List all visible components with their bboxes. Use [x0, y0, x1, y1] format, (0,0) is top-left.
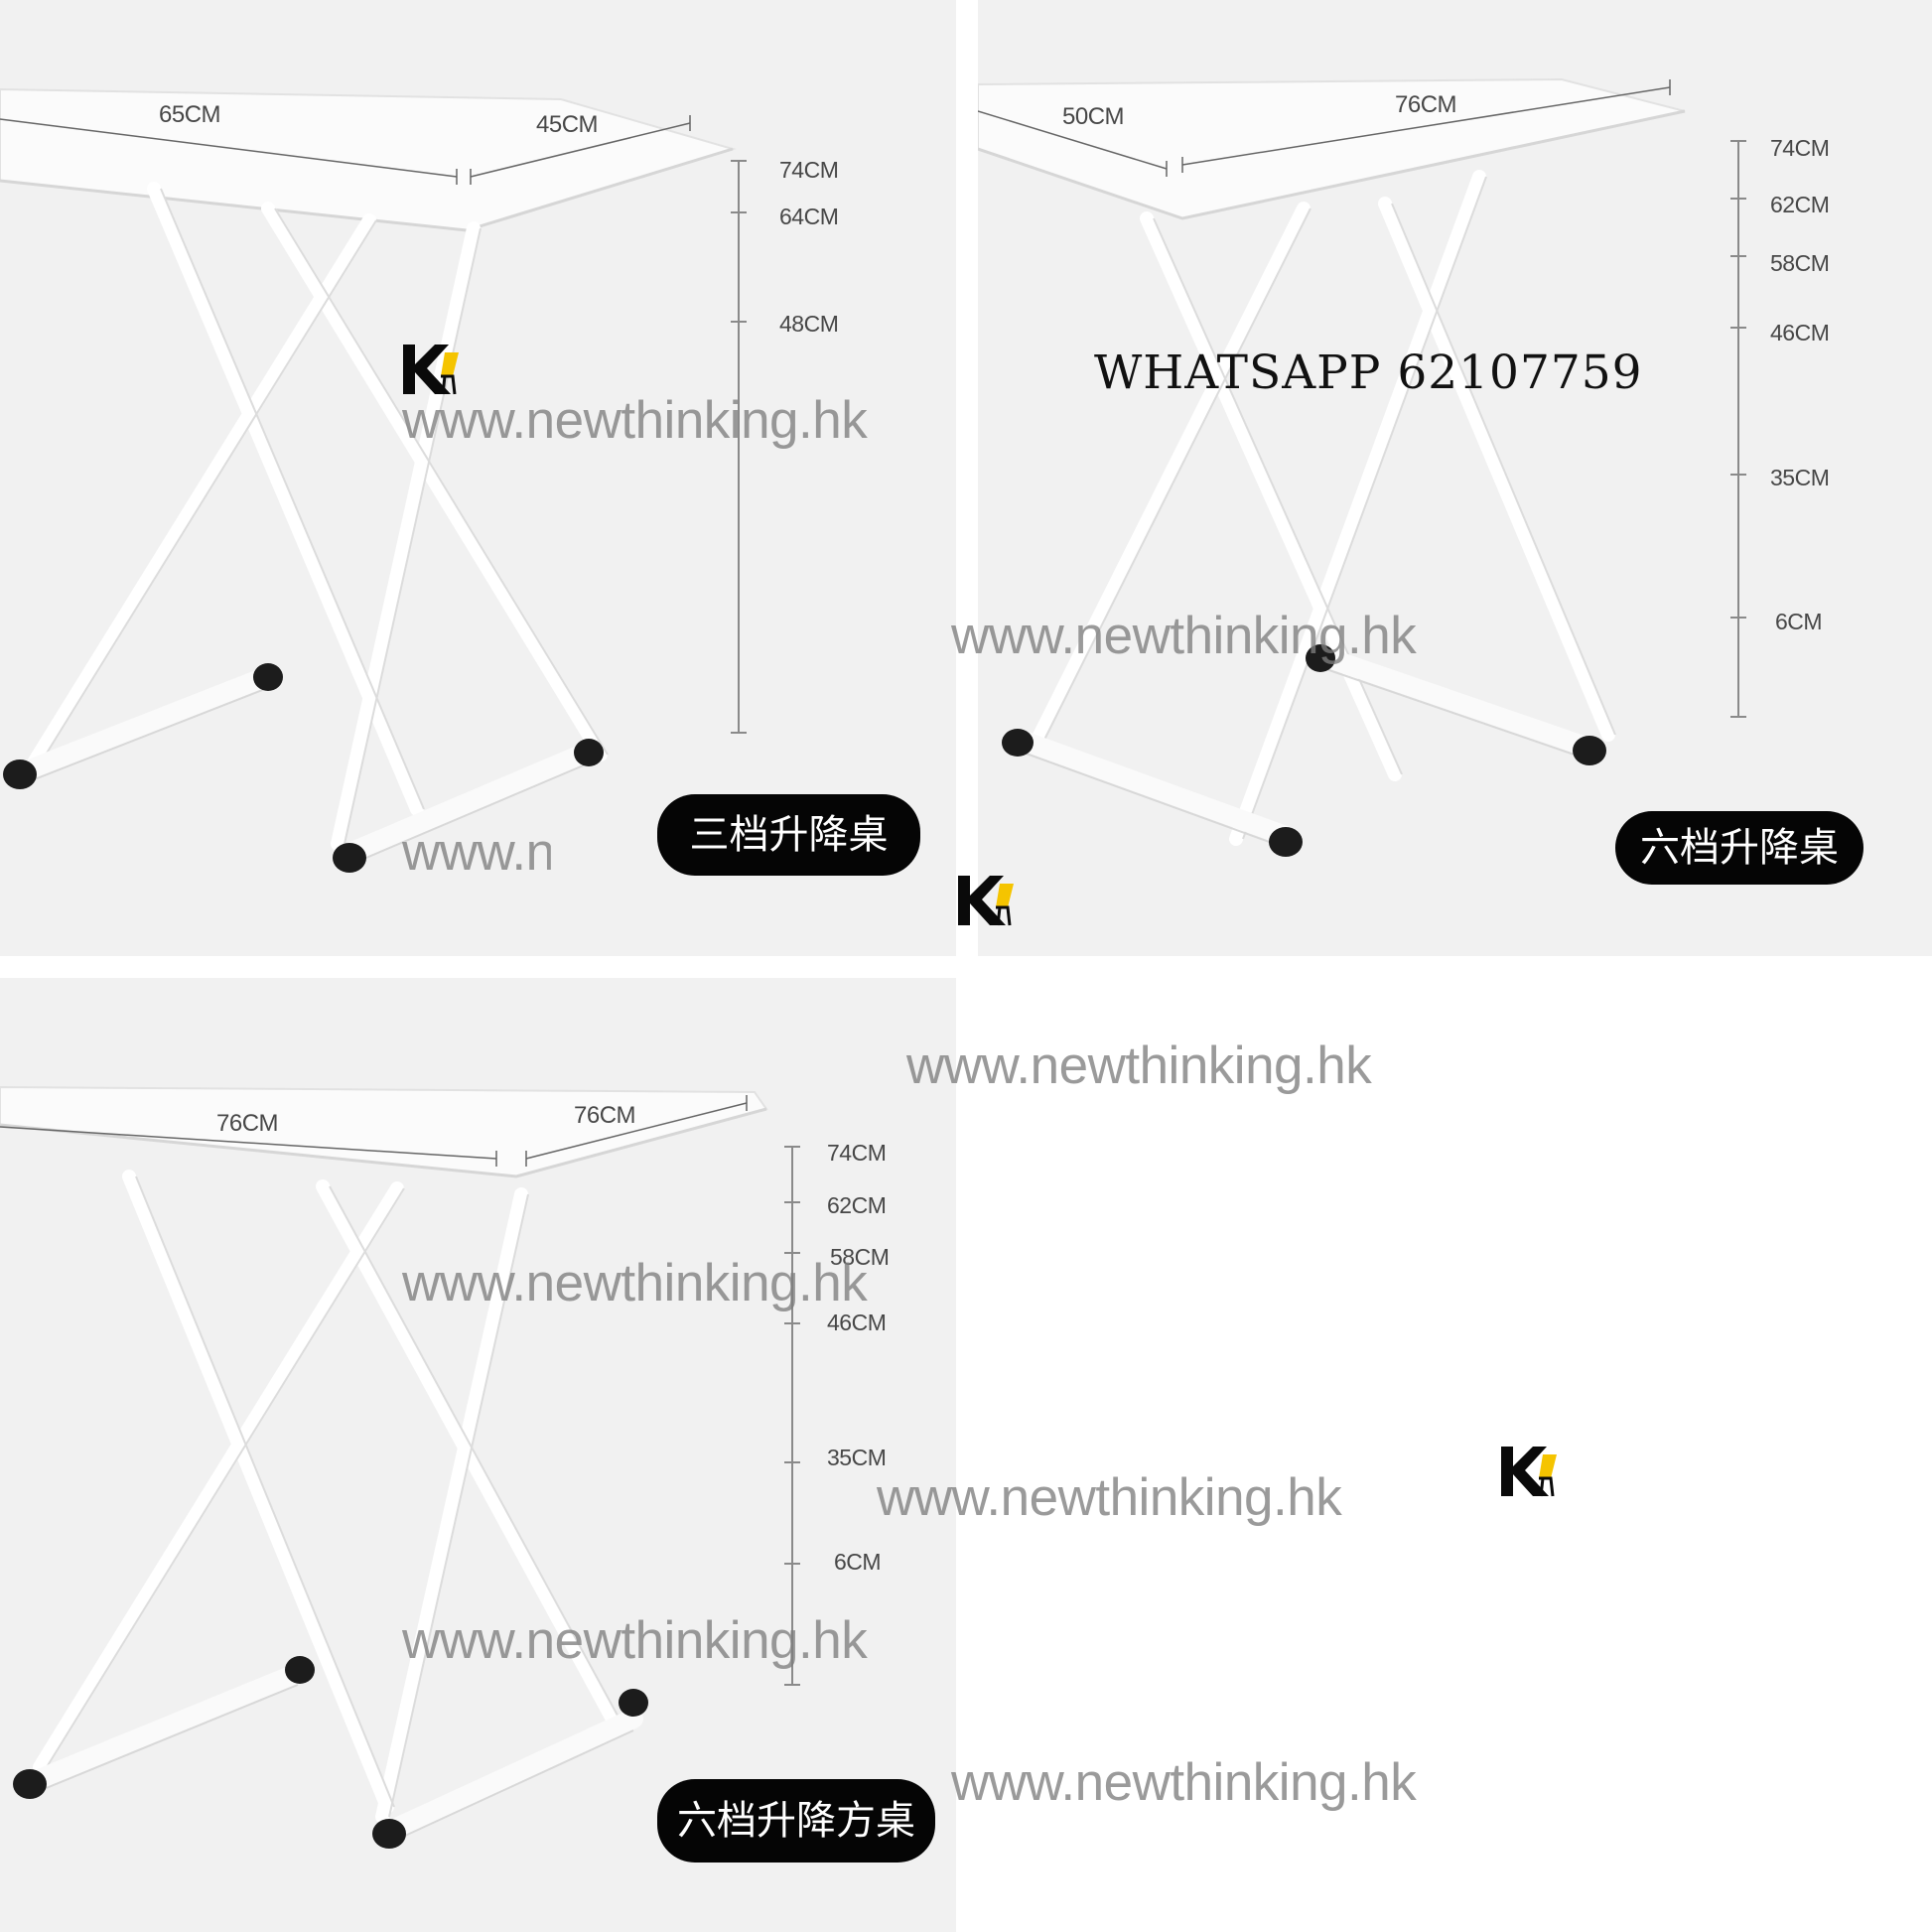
dim-depth: 50CM: [1062, 103, 1125, 130]
height-label: 48CM: [779, 311, 839, 337]
dim-depth: 45CM: [536, 111, 599, 138]
watermark: www.newthinking.hk: [402, 391, 868, 450]
product-photo-six-level-square-table: 76CM 76CM 74CM 62CM 58CM 46CM 35CM 6CM 六…: [0, 978, 956, 1932]
brand-logo-icon: [403, 345, 459, 395]
height-label: 74CM: [1770, 135, 1830, 161]
watermark: www.newthinking.hk: [951, 607, 1417, 665]
height-label: 58CM: [830, 1244, 890, 1270]
watermark: www.newthinking.hk: [402, 1611, 868, 1670]
product-badge: 六档升降方桌: [657, 1779, 935, 1863]
height-label: 46CM: [1770, 320, 1830, 345]
watermark: www.newthinking.hk: [951, 1753, 1417, 1812]
dim-width: 65CM: [159, 101, 221, 128]
product-photo-six-level-table: 50CM 76CM 74CM 62CM 58CM 46CM 35CM 6CM 六…: [978, 0, 1932, 956]
height-label: 35CM: [827, 1445, 887, 1470]
watermark: www.newthinking.hk: [906, 1036, 1372, 1095]
height-label: 6CM: [1775, 609, 1823, 634]
height-label: 74CM: [779, 157, 839, 183]
height-label: 6CM: [834, 1549, 882, 1575]
brand-logo-icon: [1501, 1447, 1557, 1497]
dim-width: 76CM: [216, 1110, 279, 1137]
watermark: www.newthinking.hk: [402, 1254, 868, 1312]
height-label: 46CM: [827, 1310, 887, 1335]
watermark: www.newthinking.hk: [402, 822, 551, 883]
watermark: www.newthinking.hk: [877, 1468, 1342, 1527]
height-label: 62CM: [1770, 192, 1830, 217]
table-illustration: [0, 87, 747, 873]
height-label: 58CM: [1770, 250, 1830, 276]
dim-width: 76CM: [1395, 91, 1457, 118]
table-illustration: [0, 1085, 800, 1849]
height-label: 35CM: [1770, 465, 1830, 490]
table-illustration: [978, 77, 1746, 857]
height-label: 64CM: [779, 204, 839, 229]
dim-depth: 76CM: [574, 1102, 636, 1129]
height-label: 74CM: [827, 1140, 887, 1166]
product-badge: 六档升降桌: [1615, 811, 1863, 885]
whatsapp-contact: WHATSAPP 62107759: [1094, 345, 1643, 400]
brand-logo-icon: [958, 876, 1014, 926]
height-label: 62CM: [827, 1192, 887, 1218]
product-badge: 三档升降桌: [657, 794, 920, 876]
product-photo-three-level-table: 65CM 45CM 74CM 64CM 48CM 三档升降桌: [0, 0, 956, 956]
